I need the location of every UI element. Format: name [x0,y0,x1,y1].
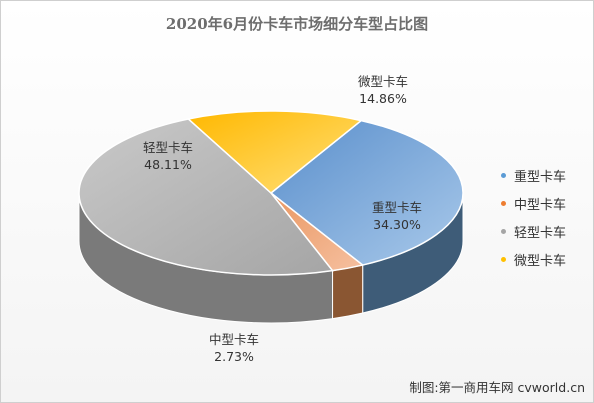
pie-slice-heavy [269,119,464,266]
slice-value-medium: 2.73% [214,349,254,364]
pie-side-medium [332,264,364,320]
slice-label-micro: 微型卡车 14.86% [358,73,408,107]
slice-name-micro: 微型卡车 [358,74,409,89]
pie-slice-light [78,118,334,276]
slice-name-heavy: 重型卡车 [372,200,423,215]
chart-title: 2020年6月份卡车市场细分车型占比图 [165,15,429,33]
slice-value-heavy: 34.30% [373,217,421,232]
legend-swatch-micro [501,256,506,262]
legend-label-light: 轻型卡车 [514,225,567,241]
legend-item-micro: 微型卡车 [497,245,587,273]
legend-swatch-light [501,228,506,234]
pie-slice-micro [186,110,363,194]
slice-label-light: 轻型卡车 48.11% [143,139,193,173]
legend-label-micro: 微型卡车 [514,253,567,269]
slice-label-medium: 中型卡车 2.73% [209,331,259,365]
legend-label-medium: 中型卡车 [514,197,567,213]
slice-label-heavy: 重型卡车 34.30% [372,199,422,233]
legend-swatch-medium [501,200,506,206]
legend-label-heavy: 重型卡车 [514,169,567,185]
chart-legend: 重型卡车 中型卡车 轻型卡车 微型卡车 [497,161,587,273]
slice-name-light: 轻型卡车 [143,140,194,155]
legend-swatch-heavy [501,172,506,178]
slice-value-micro: 14.86% [359,91,407,106]
slice-value-light: 48.11% [144,157,192,172]
legend-item-medium: 中型卡车 [497,189,587,217]
slice-name-medium: 中型卡车 [209,332,260,347]
legend-item-light: 轻型卡车 [497,217,587,245]
legend-item-heavy: 重型卡车 [497,161,587,189]
chart-credit: 制图:第一商用车网 cvworld.cn [409,380,585,395]
